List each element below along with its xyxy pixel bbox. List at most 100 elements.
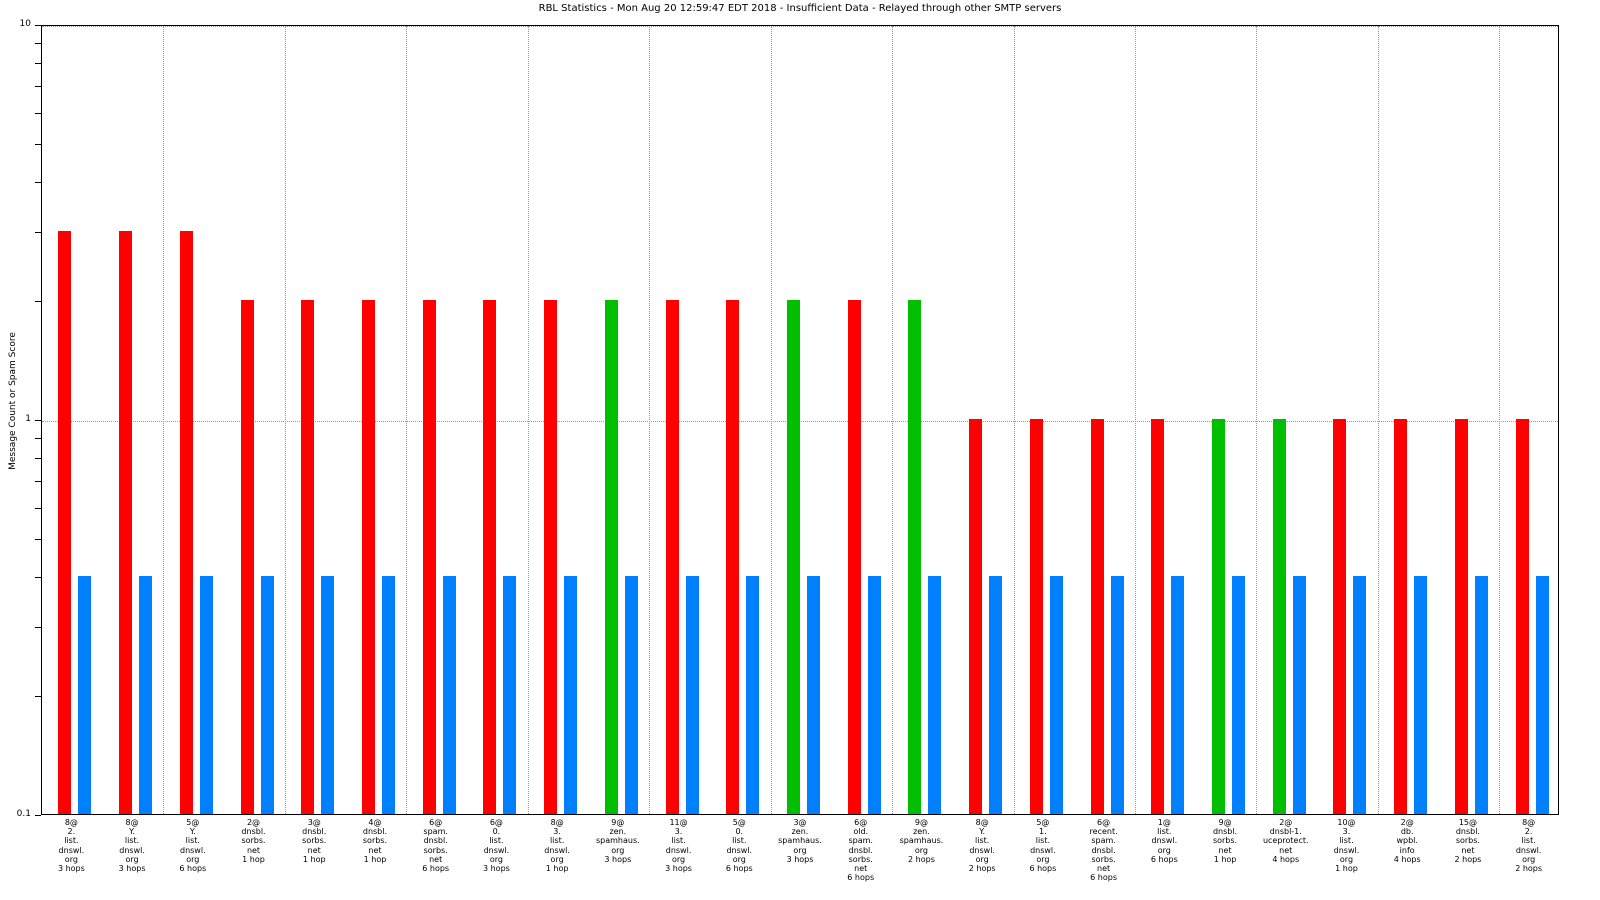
y-axis-tick bbox=[35, 538, 41, 540]
bar-not-spam-count bbox=[361, 300, 375, 814]
bar-score bbox=[1110, 576, 1124, 814]
x-axis-tick-label: 2@ db. wpbl. info 4 hops bbox=[1393, 818, 1421, 864]
x-gridline bbox=[649, 26, 651, 814]
bar-spam-count bbox=[1272, 419, 1286, 814]
y-gridline bbox=[42, 421, 1558, 422]
bar-not-spam-count bbox=[240, 300, 254, 814]
y-axis-tick bbox=[35, 143, 41, 145]
x-axis-tick-label: 1@ list. dnswl. org 6 hops bbox=[1150, 818, 1178, 864]
bar-not-spam-count bbox=[1333, 419, 1347, 814]
x-axis-tick-label: 9@ zen. spamhaus. org 2 hops bbox=[899, 818, 944, 864]
x-axis-tick-label: 5@ Y. list. dnswl. org 6 hops bbox=[179, 818, 207, 874]
x-axis-tick-label: 2@ dnsbl. sorbs. net 1 hop bbox=[241, 818, 266, 864]
bar-not-spam-count bbox=[1515, 419, 1529, 814]
y-axis-tick bbox=[35, 112, 41, 114]
bar-not-spam-count bbox=[422, 300, 436, 814]
y-axis-tick bbox=[35, 815, 41, 816]
y-axis-tick bbox=[35, 458, 41, 460]
bar-spam-count bbox=[1212, 419, 1226, 814]
bar-score bbox=[1171, 576, 1185, 814]
x-gridline bbox=[527, 26, 529, 814]
x-axis-tick-label: 9@ dnsbl. sorbs. net 1 hop bbox=[1212, 818, 1238, 864]
chart-title: RBL Statistics - Mon Aug 20 12:59:47 EDT… bbox=[538, 3, 1062, 14]
x-gridline bbox=[1499, 26, 1501, 814]
bar-not-spam-count bbox=[119, 230, 133, 814]
bar-score bbox=[685, 576, 699, 814]
bar-score bbox=[1535, 576, 1549, 814]
x-axis-tick-label: 5@ 1. list. dnswl. org 6 hops bbox=[1029, 818, 1057, 874]
bar-score bbox=[624, 576, 638, 814]
bar-not-spam-count bbox=[58, 230, 72, 814]
x-axis-tick-label: 8@ 3. list. dnswl. org 1 hop bbox=[544, 818, 570, 874]
y-axis-tick bbox=[35, 438, 41, 440]
bar-not-spam-count bbox=[301, 300, 315, 814]
y-axis-tick-label: 0.1 bbox=[16, 809, 31, 819]
bar-not-spam-count bbox=[544, 300, 558, 814]
bar-score bbox=[260, 576, 274, 814]
bar-score bbox=[989, 576, 1003, 814]
x-gridline bbox=[1256, 26, 1258, 814]
plot-area bbox=[41, 25, 1559, 815]
bar-not-spam-count bbox=[665, 300, 679, 814]
bar-score bbox=[746, 576, 760, 814]
x-axis-tick-label: 10@ 3. list. dnswl. org 1 hop bbox=[1333, 818, 1360, 874]
y-axis-tick-label: 10 bbox=[19, 19, 31, 29]
y-axis-tick bbox=[35, 420, 41, 421]
x-axis-labels: 8@ 2. list. dnswl. org 3 hops 8@ Y. list.… bbox=[41, 818, 1559, 900]
bar-not-spam-count bbox=[726, 300, 740, 814]
x-axis-tick-label: 15@ dnsbl. sorbs. net 2 hops bbox=[1454, 818, 1482, 864]
bar-spam-count bbox=[604, 300, 618, 814]
x-gridline bbox=[1013, 26, 1015, 814]
bar-score bbox=[139, 576, 153, 814]
bar-not-spam-count bbox=[1394, 419, 1408, 814]
y-axis-tick bbox=[35, 301, 41, 303]
bar-not-spam-count bbox=[1090, 419, 1104, 814]
y-axis-title: Message Count or Spam Score bbox=[8, 332, 18, 470]
x-gridline bbox=[163, 26, 165, 814]
y-axis-tick bbox=[35, 481, 41, 483]
x-axis-tick-label: 6@ recent. spam. dnsbl. sorbs. net 6 hop… bbox=[1089, 818, 1118, 883]
y-axis-tick bbox=[35, 507, 41, 509]
bar-score bbox=[442, 576, 456, 814]
bar-not-spam-count bbox=[179, 230, 193, 814]
x-axis-tick-label: 8@ Y. list. dnswl. org 2 hops bbox=[968, 818, 996, 874]
bar-score bbox=[503, 576, 517, 814]
bar-score bbox=[199, 576, 213, 814]
bar-not-spam-count bbox=[483, 300, 497, 814]
y-axis-tick bbox=[35, 63, 41, 65]
bar-score bbox=[381, 576, 395, 814]
bar-score bbox=[807, 576, 820, 814]
x-axis-tick-label: 3@ dnsbl. sorbs. net 1 hop bbox=[302, 818, 327, 864]
x-axis-tick-label: 4@ dnsbl. sorbs. net 1 hop bbox=[362, 818, 388, 864]
x-axis-tick-label: 2@ dnsbl-1. uceprotect. net 4 hops bbox=[1262, 818, 1309, 864]
bar-score bbox=[564, 576, 578, 814]
x-gridline bbox=[1134, 26, 1136, 814]
bar-spam-count bbox=[787, 300, 800, 814]
y-axis-tick bbox=[35, 231, 41, 233]
x-axis-tick-label: 6@ old. spam. dnsbl. sorbs. net 6 hops bbox=[847, 818, 875, 883]
y-axis-tick bbox=[35, 577, 41, 579]
bar-score bbox=[928, 576, 942, 814]
y-gridline bbox=[42, 26, 1558, 27]
y-axis-tick-label: 1 bbox=[25, 414, 31, 424]
x-gridline bbox=[406, 26, 408, 814]
bar-spam-count bbox=[908, 300, 922, 814]
bar-score bbox=[1414, 576, 1428, 814]
y-axis-tick bbox=[35, 182, 41, 184]
x-gridline bbox=[892, 26, 894, 814]
x-axis-tick-label: 6@ spam. dnsbl. sorbs. net 6 hops bbox=[422, 818, 450, 874]
y-axis-tick bbox=[35, 25, 41, 26]
bar-score bbox=[1353, 576, 1367, 814]
y-axis-tick bbox=[35, 626, 41, 628]
x-gridline bbox=[770, 26, 772, 814]
x-gridline bbox=[284, 26, 286, 814]
x-gridline bbox=[1377, 26, 1379, 814]
x-axis-tick-label: 5@ 0. list. dnswl. org 6 hops bbox=[725, 818, 753, 874]
bar-score bbox=[78, 576, 92, 814]
bar-not-spam-count bbox=[847, 300, 861, 814]
x-axis-tick-label: 8@ 2. list. dnswl. org 3 hops bbox=[57, 818, 85, 874]
bar-not-spam-count bbox=[969, 419, 983, 814]
bar-not-spam-count bbox=[1454, 419, 1468, 814]
x-axis-tick-label: 11@ 3. list. dnswl. org 3 hops bbox=[665, 818, 692, 874]
